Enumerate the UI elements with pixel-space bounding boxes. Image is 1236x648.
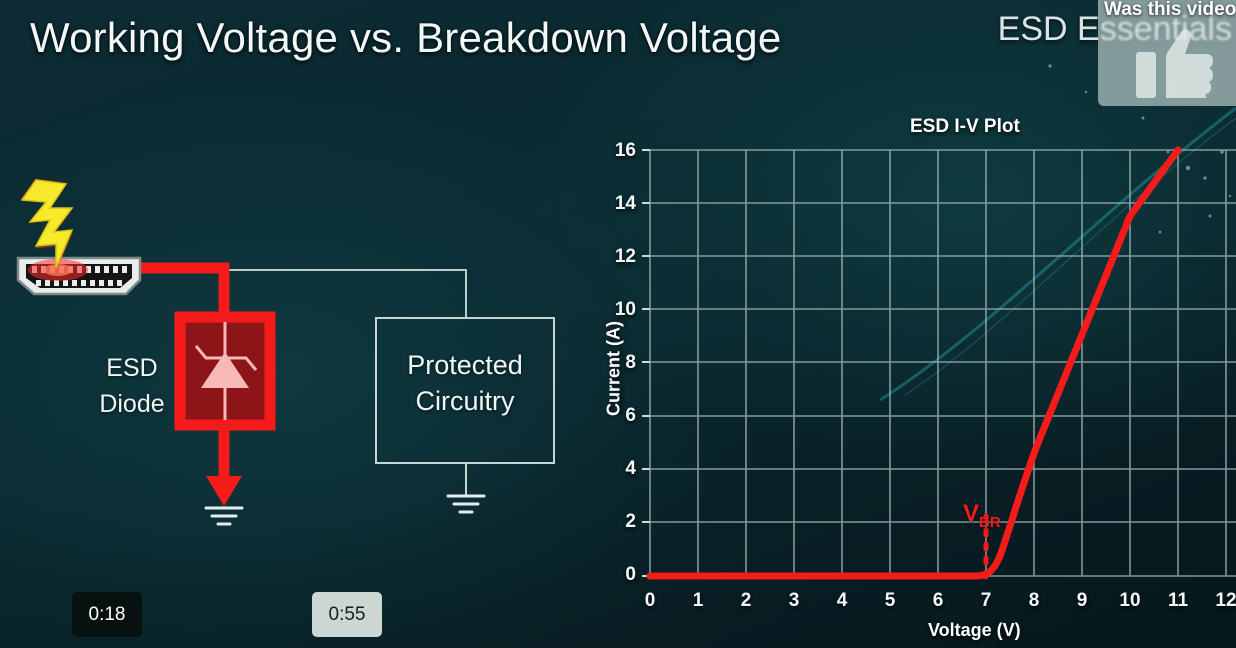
y-tick-16: 16 [614, 140, 636, 161]
axis-tick-marks [642, 149, 650, 577]
y-tick-8: 8 [625, 352, 636, 373]
x-tick-2: 2 [740, 590, 752, 611]
y-tick-10: 10 [614, 299, 636, 320]
diode-triangle [201, 352, 249, 388]
x-tick-11: 11 [1167, 590, 1189, 611]
x-tick-3: 3 [788, 590, 800, 611]
hdmi-connector [16, 256, 142, 296]
esd-iv-plot: ESD I-V Plot Voltage (V) Current (A) 16 … [580, 108, 1236, 648]
vbr-main-text: V [963, 500, 980, 527]
page-title: Working Voltage vs. Breakdown Voltage [30, 14, 782, 61]
esd-diode-label-line2: Diode [99, 390, 165, 419]
surge-current-path-top [134, 262, 230, 324]
y-tick-6: 6 [625, 405, 636, 426]
thumbs-up-icon[interactable] [1136, 28, 1214, 102]
protected-circuitry-label-line2: Circuitry [415, 385, 515, 416]
y-tick-2: 2 [625, 511, 636, 532]
y-tick-14: 14 [614, 193, 636, 214]
esd-diode-label-line1: ESD [106, 354, 158, 382]
x-tick-5: 5 [884, 590, 896, 611]
circuit-svg [16, 178, 555, 526]
x-tick-10: 10 [1119, 590, 1141, 611]
plot-gridlines [649, 149, 1236, 577]
breakdown-voltage-label: VBR [963, 500, 1001, 531]
y-tick-0: 0 [625, 564, 636, 585]
protected-circuitry-label-line1: Protected [407, 350, 523, 380]
iv-curve-series [646, 146, 1182, 580]
x-tick-7: 7 [980, 590, 992, 611]
x-tick-4: 4 [836, 590, 848, 611]
circuit-diagram: ESD Diode Protected Circuitry [0, 150, 590, 570]
ground-symbol-diode [204, 506, 244, 526]
surge-arrow-head [206, 476, 242, 506]
signal-trace [148, 269, 467, 318]
esd-diode-label: ESD Diode [86, 350, 178, 423]
ground-symbol-protected [446, 494, 486, 514]
x-tick-0: 0 [644, 590, 656, 611]
x-tick-12: 12 [1215, 590, 1236, 611]
lightning-bolt-icon [20, 178, 74, 272]
x-tick-8: 8 [1028, 590, 1040, 611]
feedback-prompt: Was this video helpful? [1104, 0, 1236, 20]
timestamp-chip-current[interactable]: 0:18 [72, 592, 142, 637]
chart-title: ESD I-V Plot [910, 116, 1020, 137]
x-tick-9: 9 [1076, 590, 1088, 611]
plot-canvas [642, 146, 1236, 589]
y-tick-4: 4 [625, 458, 636, 479]
protected-circuitry-label: Protected Circuitry [382, 348, 548, 419]
x-axis-label: Voltage (V) [928, 620, 1021, 640]
timestamp-chip-total[interactable]: 0:55 [312, 592, 382, 637]
x-tick-6: 6 [932, 590, 944, 611]
x-tick-1: 1 [692, 590, 704, 611]
vbr-subscript-text: BR [979, 513, 1001, 531]
y-tick-12: 12 [614, 246, 636, 267]
feedback-overlay-panel[interactable] [1098, 0, 1236, 106]
